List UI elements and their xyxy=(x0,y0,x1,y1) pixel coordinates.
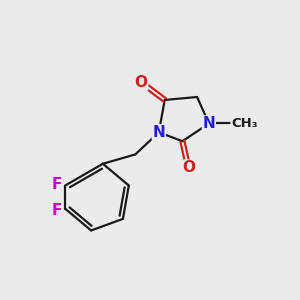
Text: N: N xyxy=(202,116,215,131)
Text: CH₃: CH₃ xyxy=(231,117,257,130)
Text: F: F xyxy=(52,203,62,218)
Text: O: O xyxy=(135,75,148,90)
Text: F: F xyxy=(52,177,62,192)
Text: N: N xyxy=(152,125,165,140)
Text: O: O xyxy=(182,160,195,175)
